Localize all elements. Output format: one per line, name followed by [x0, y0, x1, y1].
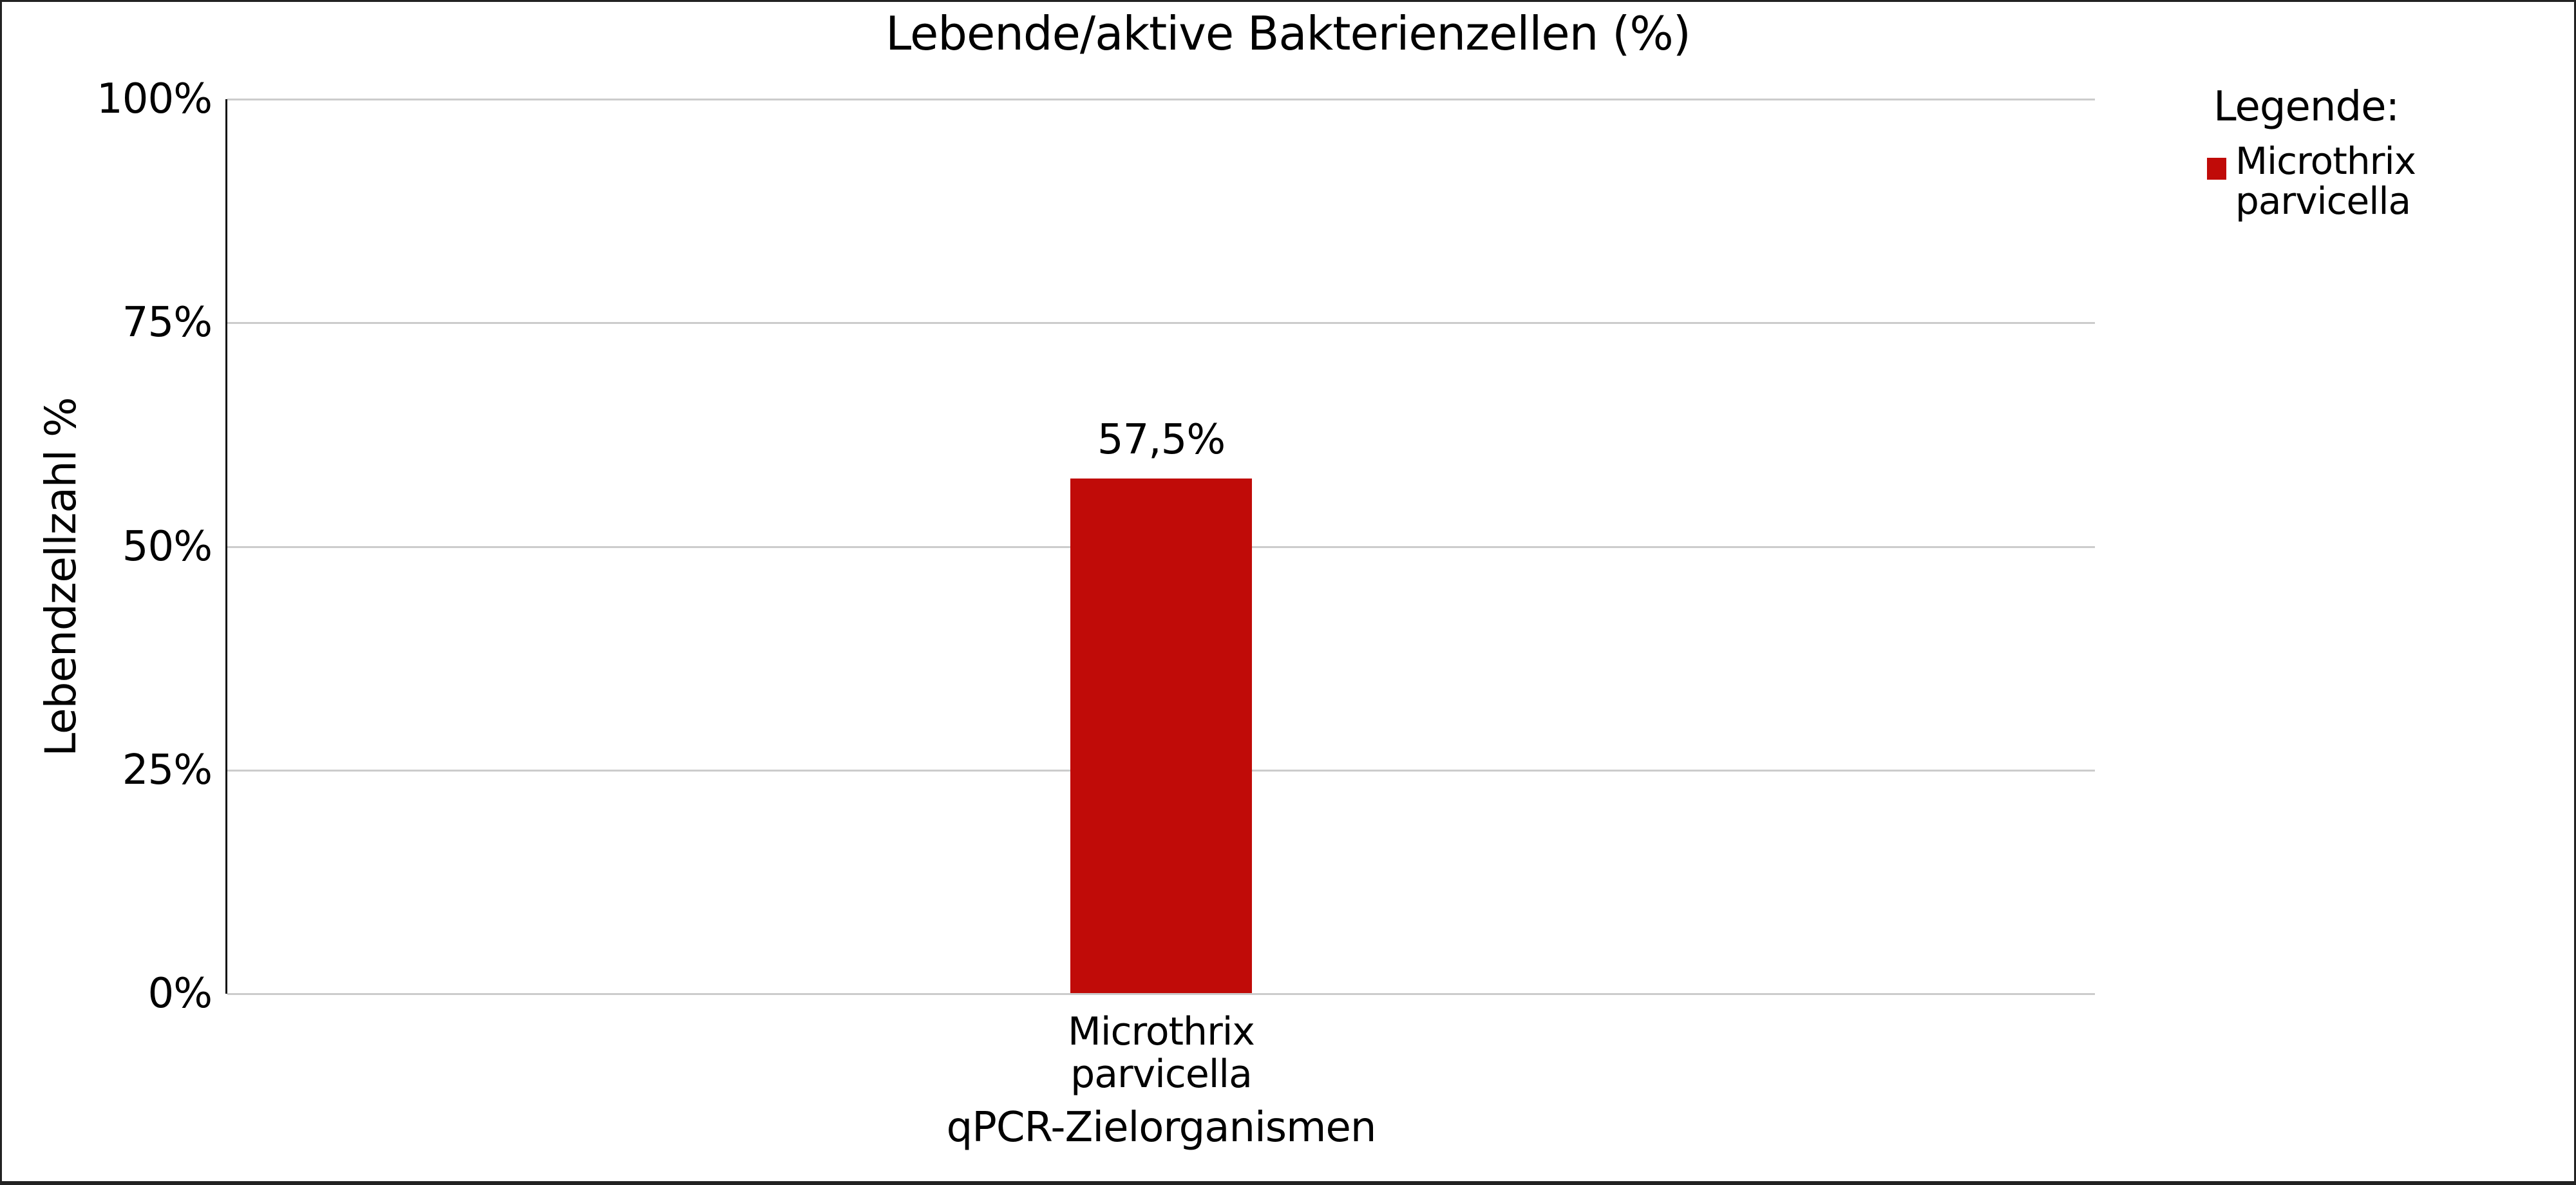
bar-value-label: 57,5% [1097, 416, 1226, 464]
x-tick-label-microthrix-parvicella: Microthrix parvicella [1068, 1009, 1255, 1097]
legend-marker-square-icon [2207, 158, 2226, 180]
y-tick-label-25: 25% [122, 746, 213, 794]
gridline-75 [227, 322, 2095, 325]
chart-title: Lebende/aktive Bakterienzellen (%) [886, 6, 1691, 61]
y-axis-ticks: 0% 25% 50% 75% 100% [2, 75, 217, 1018]
legend-item: Microthrix parvicella [2204, 141, 2571, 221]
plot-area: 57,5% [225, 99, 2095, 995]
bar-microthrix-parvicella [1070, 479, 1252, 993]
y-tick-label-0: 0% [147, 970, 213, 1018]
y-tick-label-75: 75% [122, 299, 213, 347]
gridline-100 [227, 99, 2095, 100]
y-axis-line [225, 99, 227, 994]
legend-title: Legende: [2213, 83, 2400, 131]
x-axis-label: qPCR-Zielorganismen [946, 1104, 1377, 1152]
gridline-0 [227, 993, 2095, 995]
y-tick-label-50: 50% [122, 522, 213, 571]
legend: Legende: Microthrix parvicella [2204, 79, 2571, 221]
y-tick-label-100: 100% [97, 75, 213, 123]
legend-item-label: Microthrix parvicella [2235, 139, 2416, 223]
